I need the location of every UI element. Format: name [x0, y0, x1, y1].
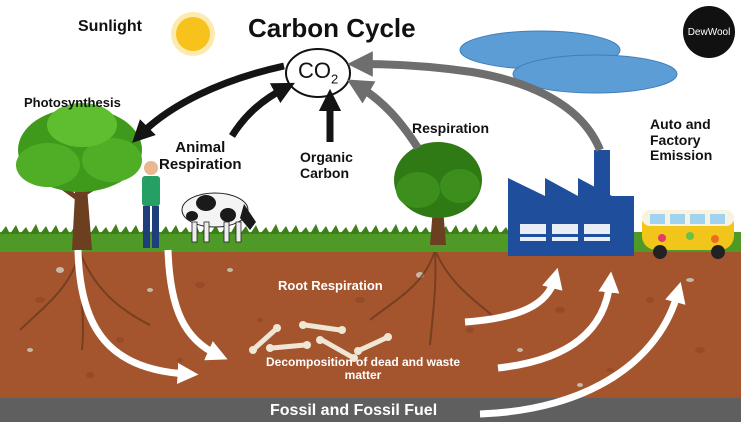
bone-icon — [252, 322, 389, 360]
label-fossil-fuel: Fossil and Fossil Fuel — [270, 402, 438, 419]
arrow-icon — [347, 51, 604, 152]
grass-blades — [0, 224, 741, 234]
label-photosynthesis: Photosynthesis — [24, 95, 121, 110]
sun-icon — [171, 12, 215, 56]
arrow-icon — [464, 267, 563, 326]
label-root-respiration: Root Respiration — [278, 278, 383, 293]
label-auto-factory-emission: Auto and Factory Emission — [650, 116, 713, 164]
van-icon — [642, 210, 734, 259]
bone-ends — [249, 321, 392, 362]
brand-logo: DewWool — [683, 6, 735, 58]
label-decomposition: Decomposition of dead and waste matter — [265, 355, 461, 383]
person-icon — [142, 161, 160, 248]
tree-icon — [16, 103, 142, 250]
arrow-icon — [497, 271, 620, 372]
arrow-icon — [74, 249, 199, 384]
label-respiration: Respiration — [412, 120, 490, 136]
co2-base: CO — [298, 58, 331, 83]
diagram-title: Carbon Cycle — [248, 13, 416, 43]
fossil-fuel-band — [0, 398, 741, 422]
co2-label: CO2 — [298, 58, 338, 86]
co2-subscript: 2 — [331, 71, 339, 87]
cow-icon — [181, 192, 256, 243]
cloud-icon — [459, 30, 678, 94]
soil-texture — [35, 282, 705, 378]
arrow-icon — [132, 62, 285, 143]
label-sunlight: Sunlight — [78, 18, 142, 35]
label-organic-carbon: Organic Carbon — [300, 149, 353, 181]
arrow-icon — [164, 249, 228, 361]
arrow-icon — [346, 79, 422, 151]
arrow-icon — [229, 82, 295, 138]
factory-icon — [508, 150, 634, 256]
tree-icon — [394, 142, 482, 245]
label-animal-respiration: Animal Respiration — [159, 139, 242, 173]
arrow-icon — [479, 281, 686, 418]
brand-logo-text: DewWool — [687, 26, 731, 38]
